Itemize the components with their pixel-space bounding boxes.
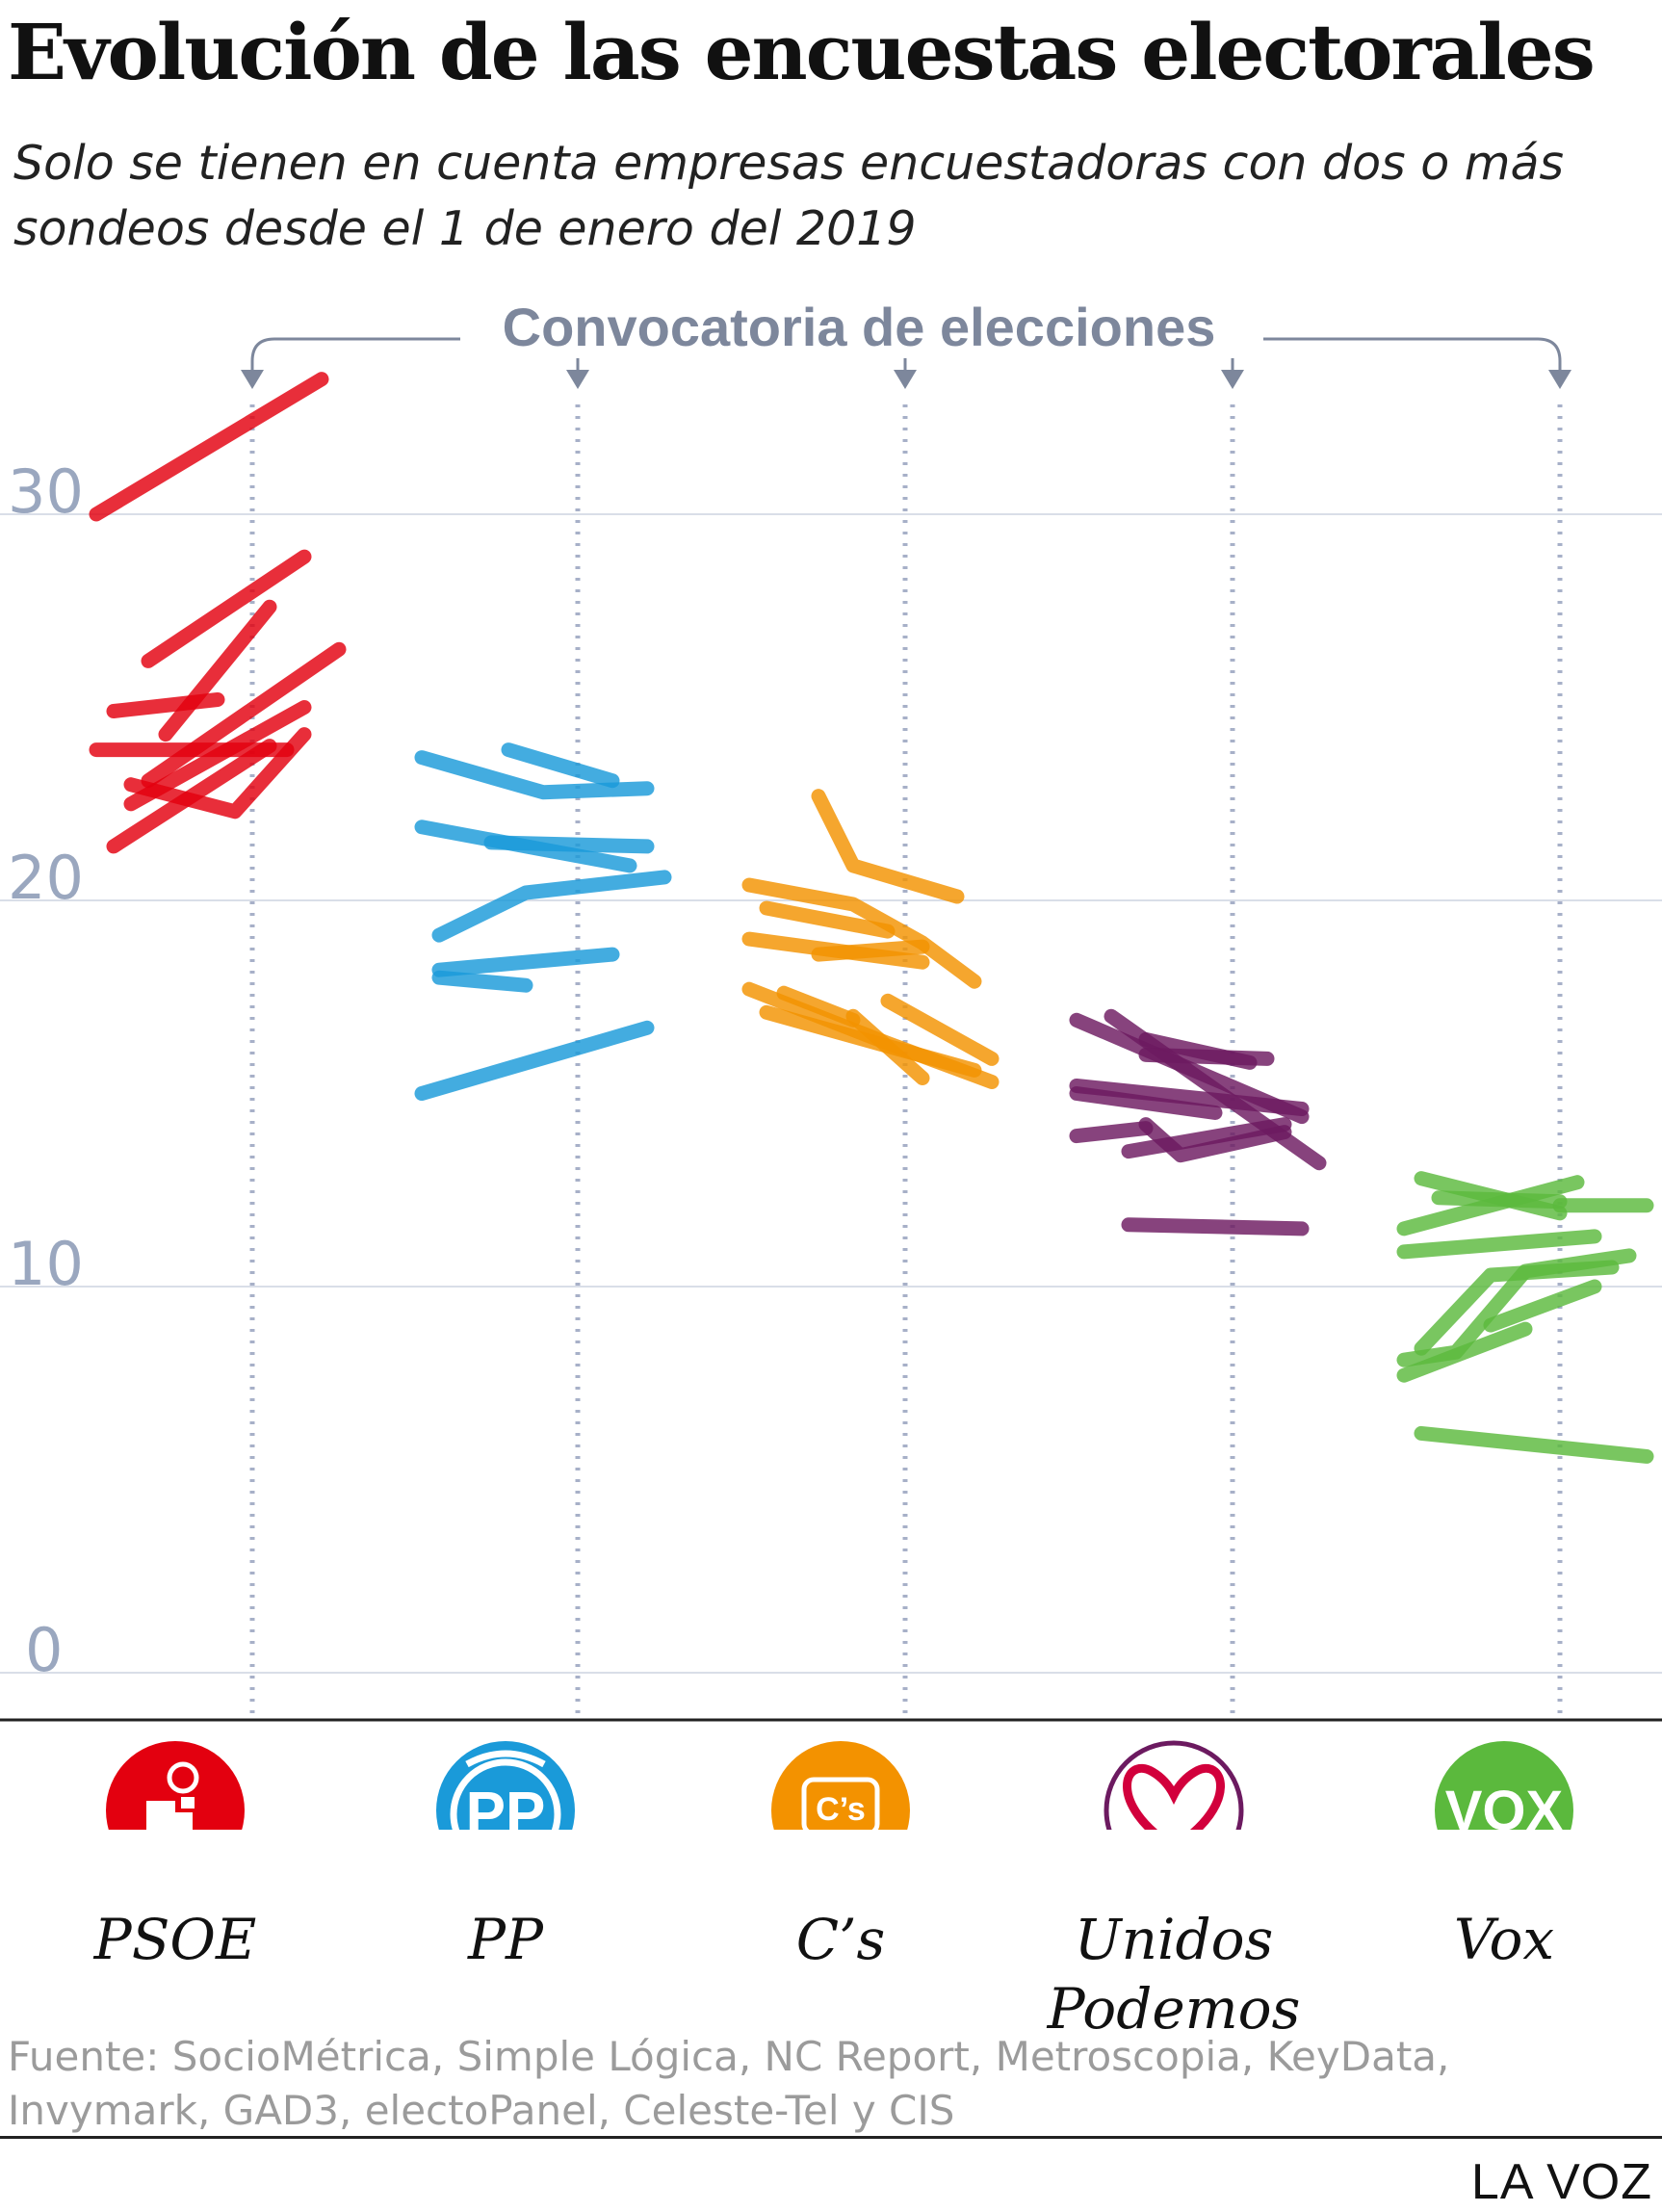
poll-line [1396, 1321, 1533, 1383]
arrow-icon [1221, 370, 1244, 389]
logo-ring [450, 1758, 561, 1830]
logo-text: PP [466, 1781, 546, 1830]
party-logo-4: VOX [1435, 1741, 1573, 1830]
party-name: PSOE [93, 1907, 257, 1972]
poll-line [89, 372, 329, 522]
annotation-bracket-left [250, 337, 460, 377]
elections-called-annotation: Convocatoria de elecciones [503, 297, 1216, 357]
y-tick-label: 30 [8, 456, 84, 527]
logo-circle [1435, 1741, 1573, 1830]
poll-line [141, 641, 347, 789]
gridlines [0, 513, 1662, 1674]
party-logo-0 [106, 1741, 245, 1830]
poll-line [1396, 1175, 1585, 1236]
chart-subtitle: Solo se tienen en cuenta empresas encues… [13, 136, 1565, 256]
speech-bubble-icon [801, 1777, 880, 1830]
series-c-s [741, 789, 1000, 1089]
party-logo-2: C’s [771, 1741, 910, 1830]
arrow-icon [241, 370, 264, 389]
poll-line [1414, 1260, 1620, 1356]
chart-title: Evolución de las encuestas electorales [8, 7, 1596, 97]
series-psoe [89, 372, 347, 854]
poll-line [1121, 1217, 1310, 1236]
poll-line [1069, 1121, 1154, 1144]
poll-line [414, 1020, 655, 1101]
annotation-label: Convocatoria de elecciones [503, 297, 1216, 357]
annotation-bracket-right [1263, 337, 1562, 377]
poll-line [1396, 1229, 1602, 1260]
arrow-icon [1548, 370, 1571, 389]
arrow-icon [894, 370, 917, 389]
y-tick-label: 20 [8, 843, 84, 913]
election-call-lines [241, 337, 1571, 1720]
poll-line [483, 835, 655, 854]
party-logo-3 [1104, 1740, 1244, 1830]
poll-line [880, 993, 1000, 1066]
y-tick-label: 0 [25, 1615, 63, 1685]
party-logos: PP C’s VOX [106, 1740, 1573, 1830]
arrow-icon [566, 370, 589, 389]
poll-line [741, 877, 982, 989]
party-name: C’s [795, 1907, 886, 1972]
party-name: PP [467, 1907, 544, 1972]
poll-line [123, 727, 312, 820]
logo-text: C’s [816, 1791, 866, 1828]
poll-line [431, 970, 533, 993]
logo-text: VOX [1445, 1780, 1564, 1830]
y-axis-ticks: 0 10 20 30 [8, 456, 84, 1685]
poll-line [1138, 1047, 1275, 1066]
poll-chart: 0 10 20 30 Convocatoria de elecciones PP C’s… [0, 297, 1662, 1830]
poll-line [158, 599, 277, 742]
poll-line [106, 692, 225, 718]
footer-rule [0, 2136, 1662, 2139]
poll-line [1483, 1279, 1602, 1333]
poll-line [776, 985, 861, 1028]
logo-circle [106, 1741, 245, 1830]
poll-line [811, 939, 930, 962]
series-vox [1396, 1171, 1654, 1464]
poll-line [1069, 1086, 1223, 1120]
poll-line [1121, 1117, 1292, 1159]
series-pp [414, 742, 672, 1101]
brand-logo: LA VOZ [1470, 2154, 1652, 2210]
series-unidos-podemos [1069, 1008, 1327, 1236]
poll-line [431, 870, 672, 943]
party-logo-1: PP [436, 1741, 575, 1830]
gull-icon [465, 1750, 546, 1768]
heart-icon [1123, 1763, 1225, 1830]
poll-lines [89, 372, 1654, 1464]
poll-line [1069, 1079, 1310, 1116]
poll-line [414, 750, 655, 800]
poll-line [501, 742, 620, 789]
y-tick-label: 10 [8, 1229, 84, 1299]
poll-line [1138, 1117, 1292, 1163]
poll-line [431, 947, 620, 977]
poll-line [759, 1004, 982, 1078]
source-note: Fuente: SocioMétrica, Simple Lógica, NC … [8, 2033, 1450, 2134]
fist-icon [146, 1797, 195, 1830]
poll-line [759, 900, 896, 939]
party-name: Unidos Podemos [1047, 1907, 1301, 2042]
poll-line [141, 549, 312, 668]
poll-line [1414, 1425, 1654, 1464]
poll-line [811, 789, 965, 904]
party-name: Vox [1453, 1907, 1555, 1972]
rose-icon [167, 1761, 199, 1794]
